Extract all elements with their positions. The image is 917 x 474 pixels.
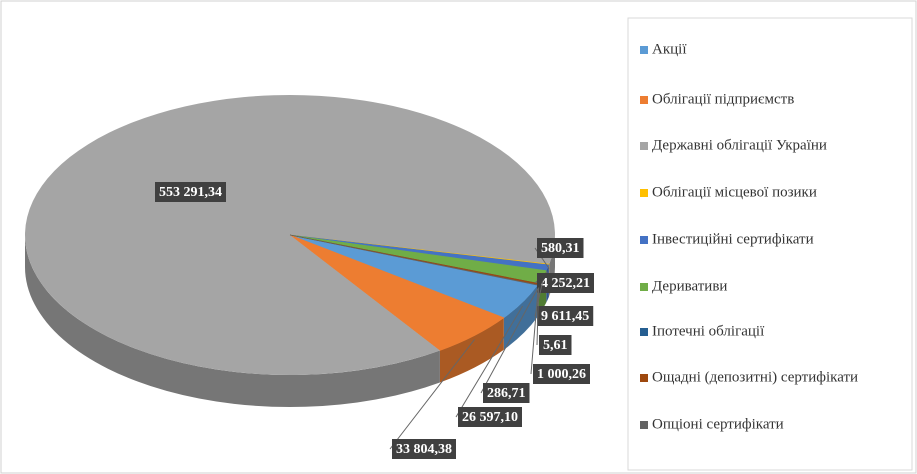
legend-swatch xyxy=(640,96,648,104)
legend-label: Облігації підприємств xyxy=(652,91,794,107)
leader-line xyxy=(455,305,524,418)
leader-line xyxy=(536,287,540,346)
legend-swatch xyxy=(640,421,648,429)
data-label-bg xyxy=(537,273,594,293)
legend-swatch xyxy=(640,374,648,382)
data-label-bg xyxy=(483,383,530,403)
data-label-bg xyxy=(533,364,590,384)
legend-swatch xyxy=(640,328,648,336)
data-label-bg xyxy=(537,238,584,258)
legend-label: Опціоні сертифікати xyxy=(652,416,784,432)
leader-line xyxy=(530,288,539,375)
legend-swatch xyxy=(640,236,648,244)
legend-swatch xyxy=(640,283,648,291)
legend-swatch xyxy=(640,46,648,54)
pie-slice xyxy=(289,234,505,351)
data-label: 5,61 xyxy=(543,338,568,353)
data-label-bg xyxy=(155,182,226,202)
pie-side xyxy=(25,235,440,407)
legend-label: Акції xyxy=(652,41,687,57)
leader-line xyxy=(389,339,475,450)
pie-side xyxy=(503,285,538,350)
data-label: 9 611,45 xyxy=(541,309,589,324)
legend-label: Ощадні (депозитні) сертифікати xyxy=(652,369,858,385)
legend-label: Деривативи xyxy=(652,278,727,294)
data-label-bg xyxy=(458,407,522,427)
legend-swatch xyxy=(640,142,648,150)
data-label: 553 291,34 xyxy=(159,185,222,200)
data-label-bg xyxy=(539,335,572,355)
data-label: 33 804,38 xyxy=(396,442,452,457)
pie-side xyxy=(439,317,504,383)
data-label: 580,31 xyxy=(541,241,580,256)
legend-label: Облігації місцевої позики xyxy=(652,184,817,200)
data-label: 26 597,10 xyxy=(462,410,518,425)
legend-label: Інвестиційні сертифікати xyxy=(652,231,814,247)
legend-label: Іпотечні облігації xyxy=(652,323,765,339)
data-label: 286,71 xyxy=(487,386,526,401)
data-label-bg xyxy=(392,439,456,459)
data-label-bg xyxy=(537,306,594,326)
leader-line xyxy=(480,288,538,394)
legend-swatch xyxy=(640,189,648,197)
data-label: 4 252,21 xyxy=(541,276,590,291)
legend-label: Державні облігації України xyxy=(652,137,827,153)
legend-box xyxy=(627,17,913,471)
data-label: 1 000,26 xyxy=(537,367,586,382)
